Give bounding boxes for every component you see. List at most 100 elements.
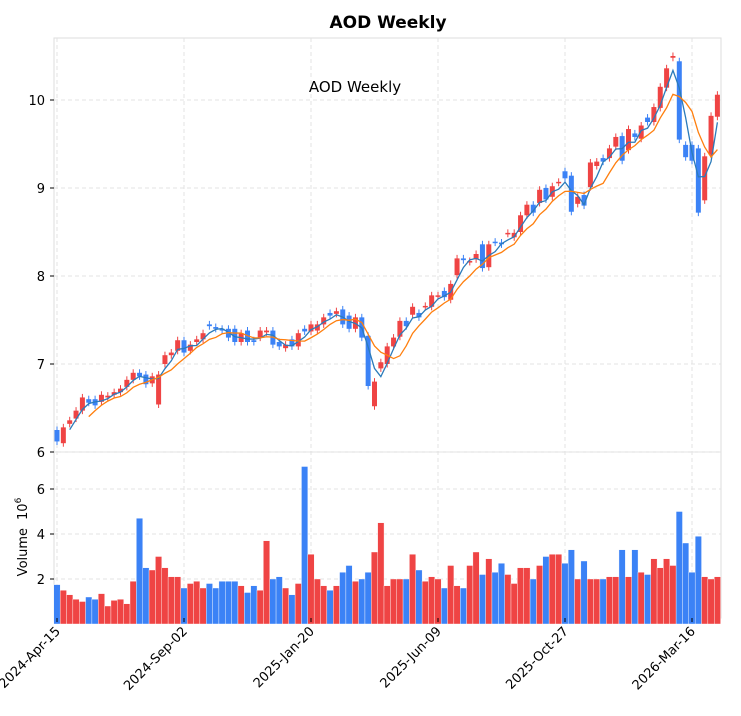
candle-down — [232, 328, 238, 342]
candle-up — [651, 107, 657, 122]
moving-average-long-line — [88, 93, 718, 418]
volume-bar — [587, 578, 594, 625]
candle-up — [454, 258, 460, 276]
volume-bar — [358, 578, 366, 625]
volume-axis-label: Volume 106 — [14, 497, 31, 576]
volume-bar — [104, 605, 112, 625]
volume-bar — [440, 587, 448, 625]
volume-bar — [517, 567, 524, 625]
candle-up — [118, 388, 123, 393]
candle-up — [626, 129, 631, 151]
volume-bar — [269, 578, 277, 625]
candle-up — [333, 311, 339, 314]
candle-up — [73, 410, 79, 419]
candle-down — [219, 328, 225, 331]
volume-bar — [460, 587, 467, 625]
candle-up — [111, 392, 117, 395]
candle-up — [79, 397, 85, 411]
candle-down — [441, 290, 447, 298]
candle-up — [397, 320, 403, 337]
candle-up — [537, 189, 543, 203]
chart-title: AOD Weekly — [329, 13, 446, 33]
volume-bar — [301, 466, 309, 625]
volume-bar — [212, 587, 220, 625]
volume-bar — [161, 567, 169, 625]
volume-bar — [485, 558, 493, 625]
candle-up — [524, 204, 530, 216]
candle-down — [581, 195, 587, 206]
candle-up — [702, 156, 708, 201]
volume-bar — [256, 590, 264, 625]
date-tick-label: 2025-Oct-27 — [503, 624, 571, 692]
volume-bar — [409, 554, 416, 625]
volume-bar — [333, 585, 340, 625]
volume-bar — [288, 594, 296, 625]
candle-down — [86, 399, 92, 403]
volume-bar — [174, 576, 182, 625]
volume-bar — [663, 558, 671, 625]
volume-bar — [186, 583, 194, 625]
candle-up — [422, 305, 428, 308]
candle-up — [587, 162, 593, 188]
candle-up — [606, 148, 612, 159]
volume-bar — [390, 578, 397, 625]
volume-bar — [555, 554, 563, 625]
volume-bar — [263, 540, 270, 625]
candle-up — [505, 232, 511, 235]
volume-tick-label: 2 — [37, 573, 45, 588]
volume-bar — [421, 581, 429, 625]
candle-up — [187, 344, 193, 351]
candle-up — [156, 374, 162, 405]
candle-down — [562, 171, 568, 179]
volume-bar — [155, 556, 162, 625]
candle-up — [435, 295, 441, 297]
date-tick-label: 2025-Jan-20 — [251, 624, 318, 691]
candle-up — [657, 86, 663, 108]
volume-bar — [275, 576, 283, 625]
candle-down — [181, 340, 187, 353]
candle-down — [276, 342, 282, 347]
volume-bar — [599, 578, 607, 625]
date-tick-label: 2026-Mar-16 — [630, 624, 699, 693]
volume-bar — [669, 565, 677, 625]
volume-bar — [612, 576, 620, 625]
volume-bar — [136, 518, 143, 625]
candle-up — [60, 427, 66, 444]
volume-unit-exponent: 6 — [14, 497, 24, 503]
volume-unit-base: 10 — [16, 503, 31, 520]
volume-bar — [618, 549, 626, 625]
candle-up — [295, 333, 301, 347]
date-tick-label: 2024-Sep-02 — [121, 624, 191, 694]
candle-down — [327, 312, 333, 316]
volume-bar — [593, 578, 601, 625]
volume-tick-label: 6 — [37, 483, 45, 498]
price-tick-label: 8 — [37, 270, 45, 285]
volume-bar — [656, 567, 664, 625]
volume-bar — [548, 554, 556, 625]
candle-up — [511, 232, 517, 238]
volume-bar — [675, 511, 683, 625]
candle-up — [308, 324, 314, 332]
candle-up — [200, 333, 206, 340]
volume-bar — [707, 578, 715, 625]
candle-up — [714, 94, 720, 117]
volume-bar — [282, 587, 289, 625]
volume-bar — [625, 576, 632, 625]
volume-bar — [561, 563, 569, 625]
volume-bar — [59, 590, 67, 625]
volume-bar — [396, 578, 404, 625]
volume-bar — [142, 567, 150, 625]
candle-down — [695, 148, 701, 213]
candle-up — [575, 196, 581, 204]
volume-bar — [377, 522, 385, 625]
volume-bar — [66, 594, 74, 625]
volume-bar — [326, 590, 334, 625]
volume-bar — [98, 593, 105, 625]
candle-up — [314, 324, 320, 331]
volume-bar — [453, 585, 461, 625]
volume-bar — [428, 576, 436, 625]
candle-up — [556, 181, 562, 184]
candle-up — [175, 340, 181, 351]
candle-down — [403, 320, 409, 327]
